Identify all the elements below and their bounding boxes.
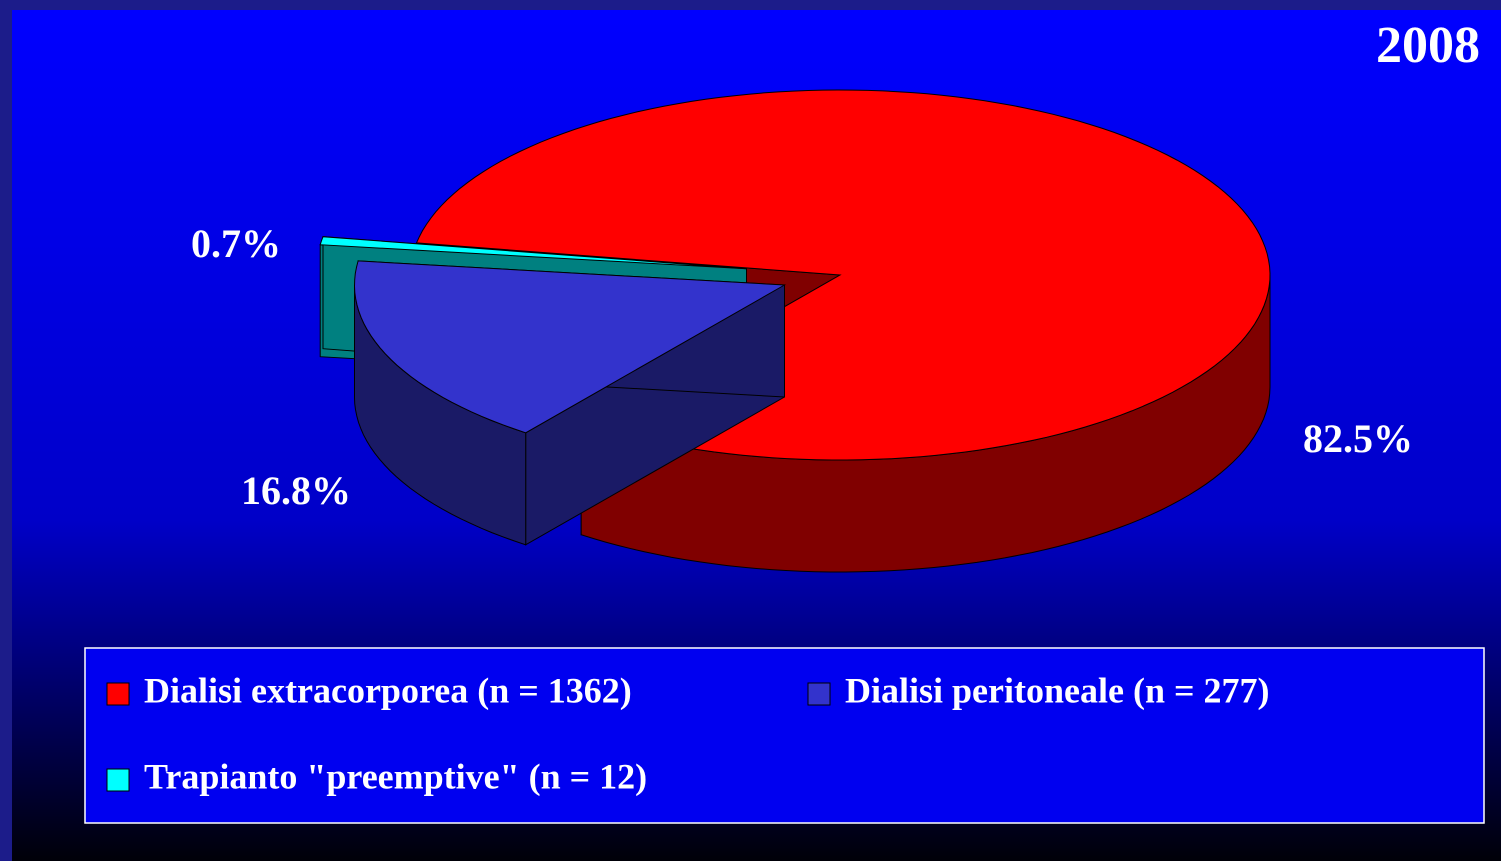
slice [353,260,787,434]
legend [84,647,1485,824]
legend-label: Trapianto "preemptive" (n = 12) [144,756,647,796]
legend-swatch [106,682,130,706]
legend-label: Dialisi peritoneale (n = 277) [845,670,1269,710]
pie: 82.5% 0.7% 16.8% [191,89,1413,573]
legend-swatch [807,682,831,706]
slice [353,260,787,546]
slice [319,236,747,270]
data-label: 16.8% [241,468,351,513]
legend-swatch [106,768,130,792]
legend-label: Dialisi extracorporea (n = 1362) [144,670,632,710]
slice [415,89,1271,461]
data-label: 82.5% [1303,416,1413,461]
legend-entries: Dialisi extracorporea (n = 1362) Dialisi … [106,670,1269,796]
data-label: 0.7% [191,221,281,266]
chart-title: 2008 [1376,17,1480,74]
